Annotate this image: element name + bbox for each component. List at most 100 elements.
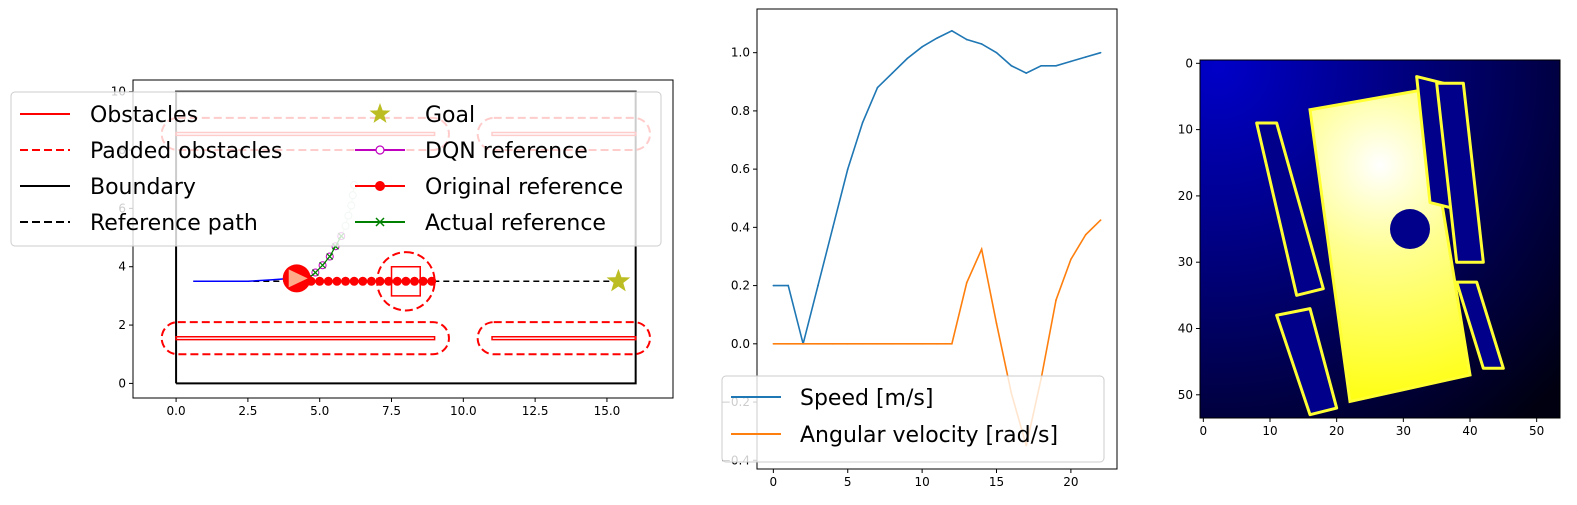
- series-1-point-10: [921, 343, 923, 345]
- series-0-point-18: [1040, 64, 1042, 67]
- legend-handle-goal: [369, 103, 391, 123]
- series-1-point-12: [951, 343, 953, 345]
- map-xtick-label-4: 10.0: [450, 404, 477, 418]
- actual-reference-point-3: [326, 253, 334, 260]
- velocity-ytick-label-2: 0.0: [731, 337, 750, 351]
- heatmap-xtick-label-3: 30: [1396, 424, 1411, 438]
- legend-label-padded: Padded obstacles: [90, 139, 282, 164]
- heatmap-xtick-label-5: 50: [1529, 424, 1544, 438]
- heatmap-ytick-label-3: 30: [1178, 255, 1193, 269]
- original-reference-point-12: [401, 276, 411, 286]
- series-0-point-7: [876, 86, 879, 89]
- series-1-point-3: [817, 343, 819, 345]
- heatmap-ytick-label-0: 0: [1185, 56, 1193, 70]
- series-1-point-5: [846, 343, 849, 345]
- legend-label-obstacles: Obstacles: [90, 103, 198, 128]
- series-0-point-11: [936, 37, 938, 39]
- heatmap-obstacle-blob: [1390, 209, 1430, 250]
- map-ytick-label-2: 4: [118, 260, 126, 274]
- heatmap-obstacle-4: [1455, 280, 1505, 370]
- velocity-legend-box: [721, 375, 1105, 463]
- velocity-xtick-label-4: 20: [1063, 475, 1078, 489]
- series-0-point-10: [921, 46, 923, 48]
- series-0-point-22: [1099, 51, 1102, 54]
- velocity-ytick-label-5: 0.6: [731, 162, 750, 176]
- series-1-point-9: [906, 343, 909, 345]
- original-reference-point-14: [418, 276, 428, 286]
- velocity-ytick-label-7: 1.0: [731, 46, 750, 60]
- heatmap-ytick-label-5: 50: [1178, 388, 1193, 402]
- original-reference-point-5: [341, 276, 351, 286]
- series-0-point-19: [1055, 64, 1057, 67]
- original-reference-point-6: [349, 276, 359, 286]
- legend-label-refpath: Reference path: [90, 211, 258, 236]
- map-xtick-label-3: 7.5: [382, 404, 401, 418]
- series-1-point-15: [995, 322, 998, 325]
- goal-marker: [606, 268, 631, 292]
- series-1-point-21: [1084, 233, 1087, 236]
- series-0-point-6: [861, 121, 864, 124]
- heatmap-obstacle-1: [1435, 81, 1485, 264]
- map-xtick-label-1: 2.5: [238, 404, 257, 418]
- series-0-point-12: [951, 30, 953, 32]
- heatmap-ytick-label-1: 10: [1178, 123, 1193, 137]
- map-legend: Obstacles Padded obstacles Boundary Referen…: [10, 91, 662, 247]
- series-0-point-16: [1010, 64, 1013, 67]
- velocity-ytick-label-3: 0.2: [731, 279, 750, 293]
- series-0-point-14: [980, 43, 983, 45]
- series-0-point-17: [1025, 72, 1028, 74]
- series-0-point-20: [1070, 60, 1072, 63]
- original-reference-point-2: [315, 276, 325, 286]
- original-reference-point-4: [332, 276, 342, 286]
- series-1-point-11: [936, 343, 938, 345]
- velocity-xtick-label-0: 0: [770, 475, 778, 489]
- series-0-point-9: [906, 57, 909, 60]
- series-0-point-0: [772, 284, 775, 287]
- heatmap-obstacle-2: [1255, 121, 1325, 297]
- velocity-legend-label-1: Angular velocity [rad/s]: [800, 423, 1058, 448]
- series-1-point-20: [1070, 258, 1072, 261]
- series-0-point-13: [965, 38, 968, 41]
- map-xtick-label-2: 5.0: [310, 404, 329, 418]
- heatmap-xtick-label-4: 40: [1462, 424, 1477, 438]
- series-1-point-22: [1099, 219, 1102, 221]
- heatmap-xtick-label-2: 20: [1329, 424, 1344, 438]
- velocity-legend: Speed [m/s] Angular velocity [rad/s]: [721, 375, 1105, 463]
- map-xtick-label-0: 0.0: [167, 404, 186, 418]
- obstacle-1: [491, 335, 637, 341]
- obstacle-0: [175, 335, 436, 341]
- heatmap-axes-frame: [1199, 59, 1561, 419]
- heatmap-obstacle-3: [1275, 307, 1339, 417]
- series-1-point-6: [861, 343, 864, 345]
- velocity-xtick-label-2: 10: [914, 475, 929, 489]
- series-0-point-5: [846, 168, 849, 170]
- original-reference-point-11: [392, 276, 402, 286]
- velocity-ytick-label-6: 0.8: [731, 104, 750, 118]
- original-reference-point-3: [323, 276, 333, 286]
- map-ytick-label-0: 0: [118, 376, 126, 390]
- original-reference-point-7: [358, 276, 368, 286]
- series-1-point-14: [980, 248, 983, 250]
- original-reference-point-15: [427, 276, 437, 286]
- series-0-point-1: [787, 284, 790, 287]
- robot-heading-marker: [288, 269, 308, 288]
- legend-label-actual: Actual reference: [425, 211, 606, 236]
- series-1-point-19: [1055, 299, 1057, 301]
- velocity-xtick-label-3: 15: [989, 475, 1004, 489]
- map-legend-box: [10, 91, 662, 247]
- obstacle-4: [390, 265, 421, 297]
- series-0-point-21: [1084, 56, 1087, 58]
- legend-label-goal: Goal: [425, 103, 475, 128]
- padded-obstacle-0: [160, 321, 450, 356]
- padded-obstacle-1: [476, 321, 652, 356]
- velocity-ytick-label-4: 0.4: [731, 220, 750, 234]
- legend-label-original: Original reference: [425, 175, 623, 200]
- map-ytick-label-1: 2: [118, 318, 126, 332]
- series-1-point-8: [891, 343, 894, 345]
- legend-handle-actual-marker: [375, 217, 385, 227]
- legend-label-dqn: DQN reference: [425, 139, 588, 164]
- original-reference-point-8: [366, 276, 376, 286]
- map-xtick-label-6: 15.0: [594, 404, 621, 418]
- map-xtick-label-5: 12.5: [522, 404, 549, 418]
- original-reference-point-10: [384, 276, 394, 286]
